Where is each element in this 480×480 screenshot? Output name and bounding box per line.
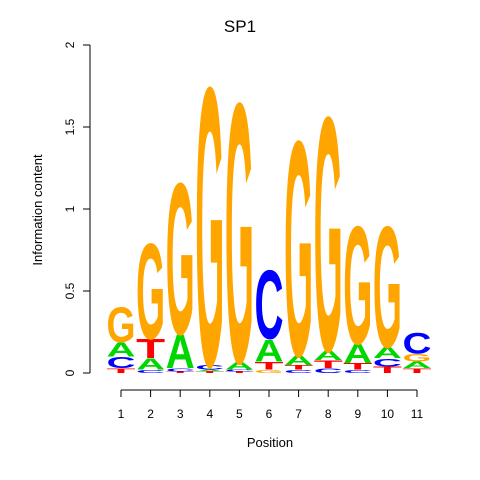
logo-letter-g: G bbox=[403, 351, 432, 364]
logo-letter-g: G bbox=[343, 192, 372, 380]
y-tick-label: 1 bbox=[63, 205, 77, 212]
x-tick-label: 10 bbox=[381, 407, 395, 421]
y-axis: 0 0.5 1 1.5 2 bbox=[63, 41, 91, 376]
x-tick-label: 2 bbox=[147, 407, 154, 421]
logo-letter-g: G bbox=[255, 369, 284, 374]
logo-letter-g: G bbox=[225, 25, 254, 440]
logo-letter-c: C bbox=[225, 369, 254, 372]
logo-letter-t: T bbox=[314, 358, 343, 371]
logo-letter-g: G bbox=[136, 216, 165, 369]
logo-letter-t: T bbox=[255, 360, 284, 373]
logo-letter-c: C bbox=[166, 367, 195, 372]
logo-letter-c: C bbox=[403, 327, 432, 360]
x-axis: 1 2 3 4 5 6 7 8 9 10 11 bbox=[118, 389, 424, 421]
logo-letter-a: A bbox=[166, 326, 195, 379]
logo-letter-g: G bbox=[195, 4, 224, 449]
logo-letter-g: G bbox=[314, 48, 343, 422]
x-tick-label: 9 bbox=[354, 407, 361, 421]
logo-letter-a: A bbox=[136, 356, 165, 374]
logo-letter-t: T bbox=[195, 371, 225, 374]
logo-letter-t: T bbox=[403, 367, 432, 375]
y-tick-label: 1.5 bbox=[63, 118, 77, 135]
x-tick-label: 8 bbox=[325, 407, 332, 421]
logo-letter-a: A bbox=[314, 348, 343, 363]
logo-letter-g: G bbox=[166, 137, 195, 380]
logo-letter-c: C bbox=[284, 369, 313, 374]
logo-letter-c: C bbox=[136, 369, 165, 374]
logo-letter-a: A bbox=[195, 369, 224, 372]
logo-letter-t: T bbox=[107, 367, 136, 375]
logo-letter-a: A bbox=[403, 360, 432, 370]
y-tick-label: 2 bbox=[63, 41, 77, 48]
y-tick-label: 0.5 bbox=[63, 282, 77, 299]
logo-letter-t: T bbox=[225, 371, 255, 374]
logo-letter-a: A bbox=[255, 332, 284, 368]
logo-letter-g: G bbox=[373, 191, 402, 385]
logo-letter-c: C bbox=[343, 369, 372, 374]
logo-letter-c: C bbox=[107, 354, 136, 372]
logo-letter-t: T bbox=[343, 362, 372, 372]
x-tick-label: 5 bbox=[236, 407, 243, 421]
logo-letter-t: T bbox=[166, 371, 196, 374]
logo-letter-c: C bbox=[314, 367, 343, 375]
logo-letter-c: C bbox=[373, 356, 402, 369]
logo-letter-c: C bbox=[255, 250, 284, 360]
logo-letter-g: G bbox=[284, 78, 313, 421]
logo-letter-a: A bbox=[107, 338, 136, 361]
chart-title: SP1 bbox=[224, 17, 256, 36]
logo-letter-t: T bbox=[136, 334, 165, 364]
logo-letter-a: A bbox=[343, 339, 372, 369]
logo-letter-a: A bbox=[225, 360, 254, 373]
x-tick-label: 11 bbox=[411, 407, 424, 421]
x-tick-label: 1 bbox=[118, 407, 125, 421]
logo-letter-a: A bbox=[373, 344, 402, 362]
x-axis-label: Position bbox=[247, 435, 293, 450]
logo-letter-a: A bbox=[284, 353, 313, 368]
y-axis-label: Information content bbox=[30, 154, 45, 266]
logo-letter-t: T bbox=[373, 365, 402, 375]
x-tick-label: 7 bbox=[295, 407, 302, 421]
logo-letter-c: C bbox=[195, 364, 224, 372]
y-tick-label: 0 bbox=[63, 369, 77, 376]
logo-letter-t: T bbox=[284, 364, 313, 372]
x-tick-label: 4 bbox=[206, 407, 213, 421]
logo-letter-g: G bbox=[107, 298, 136, 354]
x-tick-label: 6 bbox=[266, 407, 273, 421]
x-tick-label: 3 bbox=[177, 407, 184, 421]
